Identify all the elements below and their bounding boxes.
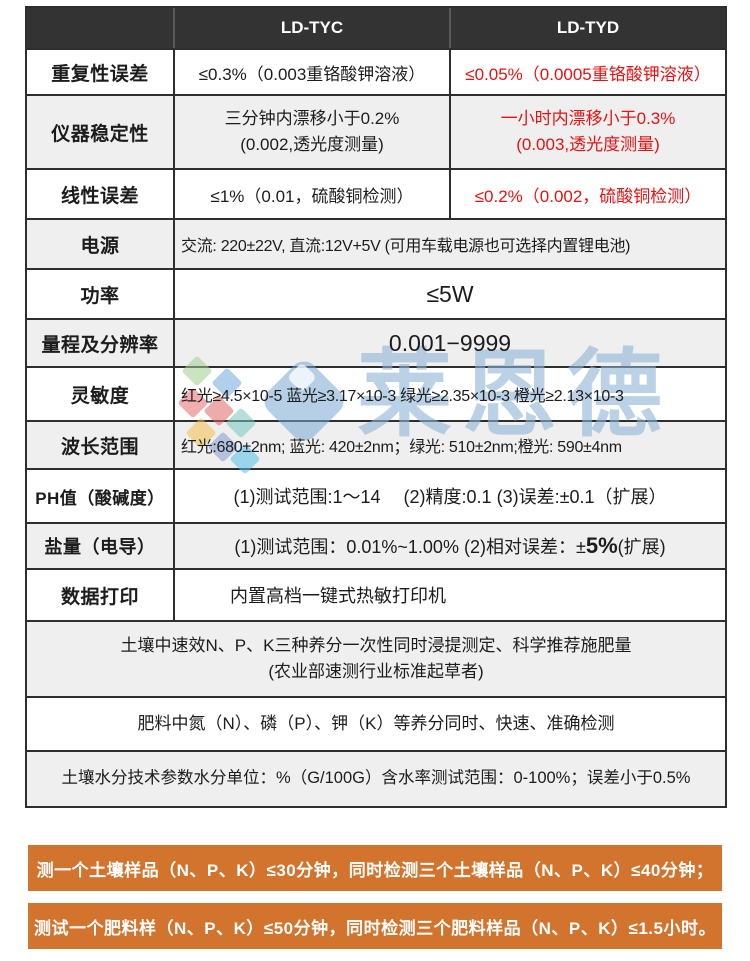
tyc-value: ≤0.3%（0.003重铬酸钾溶液）	[198, 64, 426, 84]
row-label: 仪器稳定性	[27, 96, 175, 168]
model-b-label: LD-TYD	[556, 18, 620, 37]
note-row: 土壤中速效N、P、K三种养分一次性同时浸提测定、科学推荐施肥量 (农业部速测行业…	[27, 620, 725, 696]
row-value: 内置高档一键式热敏打印机	[230, 586, 446, 606]
row-label-text: 功率	[80, 285, 120, 307]
row-value: (1)测试范围：0.01%~1.00% (2)相对误差：±	[234, 537, 586, 557]
row-value: 红光≥4.5×10-5 蓝光≥3.17×10-3 绿光≥2.35×10-3 橙光…	[181, 388, 624, 405]
time-banner-fertilizer: 测试一个肥料样（N、P、K）≤50分钟，同时检测三个肥料样品（N、P、K）≤1.…	[28, 903, 722, 949]
row-value-cell: 红光≥4.5×10-5 蓝光≥3.17×10-3 绿光≥2.35×10-3 橙光…	[175, 368, 725, 420]
tyd-value: ≤0.05%（0.0005重铬酸钾溶液）	[465, 64, 711, 84]
row-label: 盐量（电导）	[27, 524, 175, 568]
spec-table: LD-TYC LD-TYD 重复性误差 ≤0.3%（0.003重铬酸钾溶液） ≤…	[25, 6, 727, 808]
note-row: 土壤水分技术参数水分单位：%（G/100G）含水率测试范围：0-100%；误差小…	[27, 750, 725, 806]
table-row: 量程及分辨率 0.001−9999	[27, 318, 725, 366]
row-label-text: PH值（酸碱度）	[35, 488, 165, 508]
note-cell: 土壤中速效N、P、K三种养分一次性同时浸提测定、科学推荐施肥量 (农业部速测行业…	[27, 622, 725, 696]
note-text: 土壤水分技术参数水分单位：%（G/100G）含水率测试范围：0-100%；误差小…	[61, 769, 691, 788]
row-value-cell: 红光:680±2nm; 蓝光: 420±2nm；绿光: 510±2nm;橙光: …	[175, 422, 725, 468]
table-row: 重复性误差 ≤0.3%（0.003重铬酸钾溶液） ≤0.05%（0.0005重铬…	[27, 48, 725, 94]
tyc-cell: ≤0.3%（0.003重铬酸钾溶液）	[175, 50, 449, 94]
header-model-a: LD-TYC	[175, 8, 449, 48]
tyc-cell: ≤1%（0.01，硫酸铜检测）	[175, 170, 449, 218]
note-cell: 肥料中氮（N）、磷（P）、钾（K）等养分同时、快速、准确检测	[27, 698, 725, 750]
row-label-text: 线性误差	[60, 185, 139, 207]
row-value: (1)测试范围:1～14 (2)精度:0.1 (3)误差:±0.1（扩展）	[233, 487, 667, 507]
header-empty-cell	[27, 8, 175, 48]
header-model-b: LD-TYD	[449, 8, 725, 48]
time-banner-soil: 测一个土壤样品（N、P、K）≤30分钟，同时检测三个土壤样品（N、P、K）≤40…	[28, 845, 722, 891]
row-label-text: 盐量（电导）	[44, 537, 156, 557]
row-label: 重复性误差	[27, 50, 175, 94]
model-a-label: LD-TYC	[280, 18, 344, 37]
table-row: 线性误差 ≤1%（0.01，硫酸铜检测） ≤0.2%（0.002，硫酸铜检测）	[27, 168, 725, 218]
tyd-value: ≤0.2%（0.002，硫酸铜检测）	[474, 186, 702, 206]
row-label-text: 量程及分辨率	[41, 334, 159, 356]
row-value-cell: 内置高档一键式热敏打印机	[175, 570, 725, 620]
row-value-cell: 0.001−9999	[175, 320, 725, 366]
note-row: 肥料中氮（N）、磷（P）、钾（K）等养分同时、快速、准确检测	[27, 696, 725, 750]
row-label-text: 数据打印	[60, 586, 139, 608]
table-row: PH值（酸碱度） (1)测试范围:1～14 (2)精度:0.1 (3)误差:±0…	[27, 468, 725, 522]
row-label-text: 灵敏度	[70, 385, 130, 407]
row-value: 交流: 220±22V, 直流:12V+5V (可用车载电源也可选择内置锂电池)	[181, 238, 631, 255]
row-label: 量程及分辨率	[27, 320, 175, 366]
note-cell: 土壤水分技术参数水分单位：%（G/100G）含水率测试范围：0-100%；误差小…	[27, 752, 725, 806]
table-row: 波长范围 红光:680±2nm; 蓝光: 420±2nm；绿光: 510±2nm…	[27, 420, 725, 468]
row-value-cell: (1)测试范围:1～14 (2)精度:0.1 (3)误差:±0.1（扩展）	[175, 470, 725, 522]
table-row: 功率 ≤5W	[27, 268, 725, 318]
row-label-text: 电源	[80, 235, 120, 257]
row-value: ≤5W	[426, 280, 474, 307]
tyd-cell: ≤0.2%（0.002，硫酸铜检测）	[449, 170, 725, 218]
tyd-value: 一小时内漂移小于0.3% (0.003,透光度测量)	[500, 108, 676, 154]
row-label: 线性误差	[27, 170, 175, 218]
row-value: 红光:680±2nm; 蓝光: 420±2nm；绿光: 510±2nm;橙光: …	[181, 439, 622, 456]
row-label: 波长范围	[27, 422, 175, 468]
row-label-text: 重复性误差	[51, 63, 149, 85]
row-value-emphasis: 5%	[585, 533, 618, 558]
row-label: 功率	[27, 270, 175, 318]
table-row: 灵敏度 红光≥4.5×10-5 蓝光≥3.17×10-3 绿光≥2.35×10-…	[27, 366, 725, 420]
row-value: (扩展)	[617, 537, 666, 557]
row-label-text: 仪器稳定性	[51, 123, 149, 145]
note-text: 土壤中速效N、P、K三种养分一次性同时浸提测定、科学推荐施肥量 (农业部速测行业…	[120, 635, 632, 681]
table-row: 电源 交流: 220±22V, 直流:12V+5V (可用车载电源也可选择内置锂…	[27, 218, 725, 268]
row-label: 数据打印	[27, 570, 175, 620]
banner-text: 测一个土壤样品（N、P、K）≤30分钟，同时检测三个土壤样品（N、P、K）≤40…	[36, 860, 714, 880]
row-value-cell: ≤5W	[175, 270, 725, 318]
table-row: 仪器稳定性 三分钟内漂移小于0.2% (0.002,透光度测量) 一小时内漂移小…	[27, 94, 725, 168]
row-label: PH值（酸碱度）	[27, 470, 175, 522]
tyd-cell: 一小时内漂移小于0.3% (0.003,透光度测量)	[449, 96, 725, 168]
tyc-cell: 三分钟内漂移小于0.2% (0.002,透光度测量)	[175, 96, 449, 168]
row-label: 灵敏度	[27, 368, 175, 420]
row-label: 电源	[27, 220, 175, 268]
row-value: 0.001−9999	[388, 329, 512, 356]
tyc-value: ≤1%（0.01，硫酸铜检测）	[210, 186, 414, 206]
table-row: 盐量（电导） (1)测试范围：0.01%~1.00% (2)相对误差：± 5% (扩…	[27, 522, 725, 568]
banner-text: 测试一个肥料样（N、P、K）≤50分钟，同时检测三个肥料样品（N、P、K）≤1.…	[34, 918, 716, 938]
row-value-cell: (1)测试范围：0.01%~1.00% (2)相对误差：± 5% (扩展)	[175, 524, 725, 568]
table-header-row: LD-TYC LD-TYD	[27, 8, 725, 48]
note-text: 肥料中氮（N）、磷（P）、钾（K）等养分同时、快速、准确检测	[137, 713, 615, 733]
table-row: 数据打印 内置高档一键式热敏打印机	[27, 568, 725, 620]
tyd-cell: ≤0.05%（0.0005重铬酸钾溶液）	[449, 50, 725, 94]
row-label-text: 波长范围	[60, 436, 139, 458]
row-value-cell: 交流: 220±22V, 直流:12V+5V (可用车载电源也可选择内置锂电池)	[175, 220, 725, 268]
tyc-value: 三分钟内漂移小于0.2% (0.002,透光度测量)	[224, 108, 400, 154]
